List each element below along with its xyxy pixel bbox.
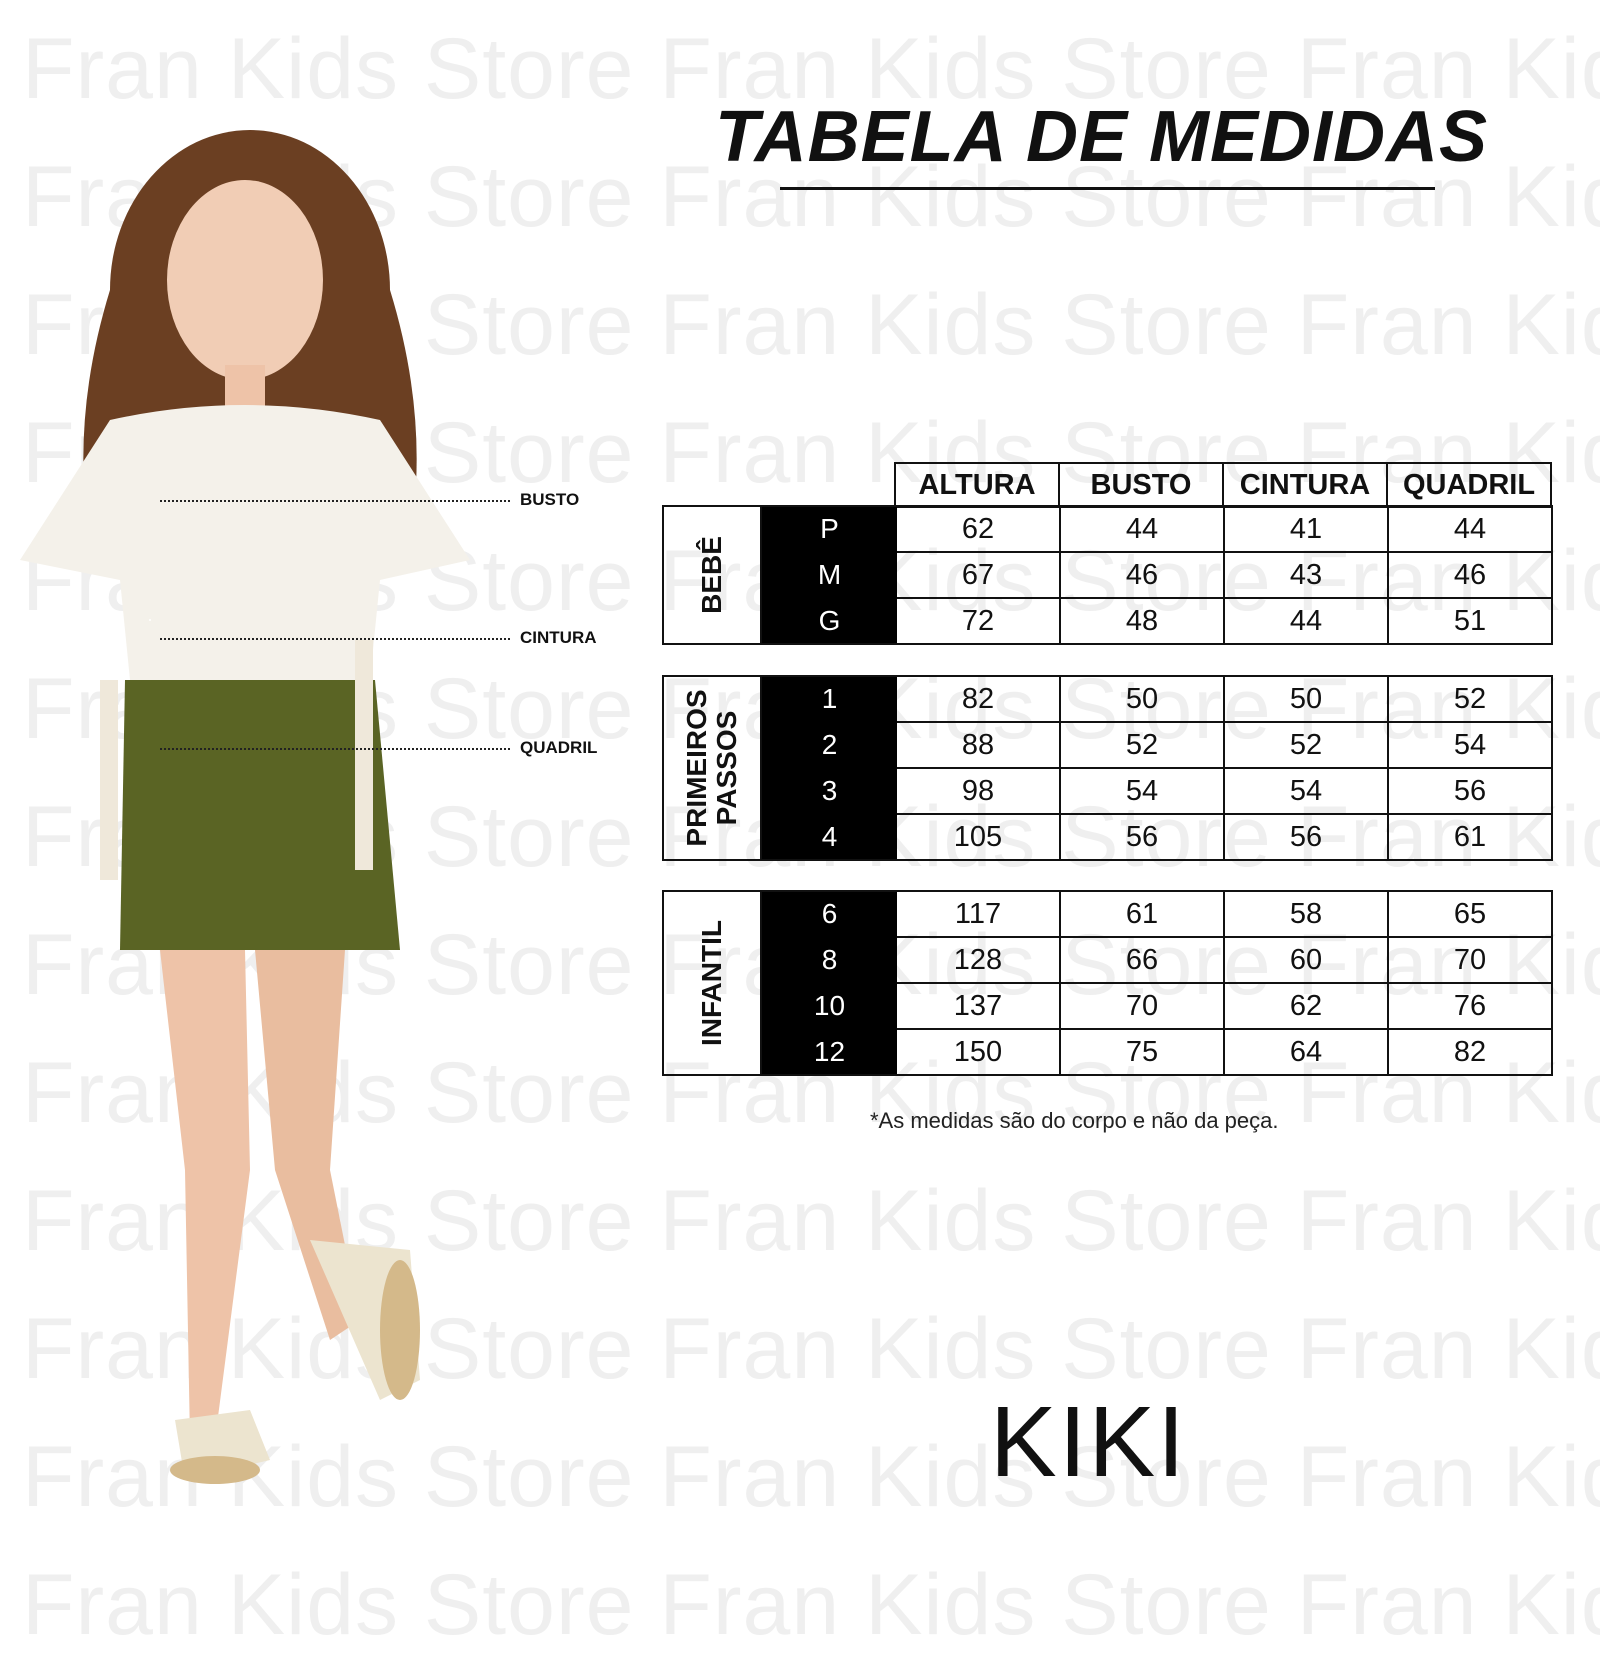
table-cell: 117 (954, 898, 1002, 930)
table-cell: 52 (1223, 723, 1387, 767)
size-label: 12 (813, 1036, 846, 1067)
table-row: 117 61 58 65 (897, 892, 1551, 938)
busto-guide-line (160, 500, 510, 502)
table-cell: 62 (961, 513, 995, 545)
table-cell: 70 (1387, 938, 1551, 982)
table-cell: 46 (1387, 553, 1551, 597)
table-cell: 41 (1223, 507, 1387, 551)
size-label: 6 (821, 898, 838, 929)
cintura-label: CINTURA (520, 628, 597, 647)
size-label: G (818, 605, 841, 636)
group-label-text: PRIMEIROS PASSOS (681, 689, 742, 847)
page-title: TABELA DE MEDIDAS (715, 97, 1488, 177)
table-cell: 54 (1387, 723, 1551, 767)
table-cell: 128 (953, 944, 1003, 976)
size-label: 2 (821, 729, 838, 760)
size-group: PRIMEIROS PASSOS 1 2 3 4 82 50 50 52 88 52 52 54 98 54… (662, 675, 1553, 861)
size-label: 4 (821, 821, 838, 852)
group-label: INFANTIL (664, 892, 762, 1074)
size-label: 10 (813, 990, 846, 1021)
group-label-text: BEBÊ (696, 536, 727, 614)
column-header: CINTURA (1224, 464, 1388, 506)
column-header: BUSTO (1060, 464, 1224, 506)
table-cell: 70 (1059, 984, 1223, 1028)
table-cell: 44 (1059, 507, 1223, 551)
size-label: 3 (821, 775, 838, 806)
size-group: BEBÊ P M G 62 44 41 44 67 46 43 46 72 48 44 51 (662, 505, 1553, 645)
table-header: ALTURA BUSTO CINTURA QUADRIL (894, 462, 1552, 508)
table-cell: 43 (1223, 553, 1387, 597)
quadril-guide-line (160, 748, 510, 750)
table-row: 72 48 44 51 (897, 599, 1551, 643)
table-row: 88 52 52 54 (897, 723, 1551, 769)
table-cell: 67 (961, 559, 995, 591)
size-label: 1 (821, 683, 838, 714)
table-row: 137 70 62 76 (897, 984, 1551, 1030)
table-cell: 52 (1059, 723, 1223, 767)
table-cell: 51 (1387, 599, 1551, 643)
table-cell: 52 (1387, 677, 1551, 721)
group-label: PRIMEIROS PASSOS (664, 677, 762, 859)
table-cell: 75 (1059, 1030, 1223, 1074)
size-label: 8 (821, 944, 838, 975)
table-cell: 82 (961, 683, 995, 715)
table-cell: 105 (953, 821, 1003, 853)
table-row: 62 44 41 44 (897, 507, 1551, 553)
table-cell: 137 (953, 990, 1003, 1022)
column-header: ALTURA (896, 464, 1060, 506)
table-cell: 56 (1387, 769, 1551, 813)
table-row: 67 46 43 46 (897, 553, 1551, 599)
table-cell: 56 (1223, 815, 1387, 859)
size-label: P (820, 513, 839, 544)
group-label-text: INFANTIL (696, 920, 727, 1046)
table-cell: 88 (961, 729, 995, 761)
table-cell: 56 (1059, 815, 1223, 859)
table-row: 82 50 50 52 (897, 677, 1551, 723)
table-cell: 44 (1387, 507, 1551, 551)
table-cell: 54 (1223, 769, 1387, 813)
size-label: M (817, 559, 842, 590)
footnote: *As medidas são do corpo e não da peça. (870, 1108, 1279, 1133)
table-cell: 58 (1223, 892, 1387, 936)
table-cell: 64 (1223, 1030, 1387, 1074)
table-cell: 61 (1387, 815, 1551, 859)
table-cell: 82 (1387, 1030, 1551, 1074)
size-column: 1 2 3 4 (762, 677, 897, 859)
table-cell: 50 (1059, 677, 1223, 721)
table-cell: 66 (1059, 938, 1223, 982)
table-cell: 72 (961, 605, 995, 637)
table-cell: 76 (1387, 984, 1551, 1028)
model-photo (20, 130, 470, 1484)
table-cell: 61 (1059, 892, 1223, 936)
table-row: 105 56 56 61 (897, 815, 1551, 859)
title-underline (780, 187, 1435, 190)
column-header: QUADRIL (1402, 469, 1536, 501)
table-cell: 65 (1387, 892, 1551, 936)
cintura-guide-line (160, 638, 510, 640)
table-cell: 50 (1223, 677, 1387, 721)
table-cell: 98 (961, 775, 995, 807)
table-cell: 60 (1223, 938, 1387, 982)
table-cell: 48 (1059, 599, 1223, 643)
size-column: 6 8 10 12 (762, 892, 897, 1074)
table-row: 98 54 54 56 (897, 769, 1551, 815)
table-cell: 62 (1223, 984, 1387, 1028)
busto-label: BUSTO (520, 490, 580, 509)
table-cell: 150 (953, 1036, 1003, 1068)
table-cell: 44 (1223, 599, 1387, 643)
group-label: BEBÊ (664, 507, 762, 643)
table-row: 128 66 60 70 (897, 938, 1551, 984)
brand-logo: KIKI (990, 1386, 1187, 1498)
quadril-label: QUADRIL (520, 738, 598, 757)
size-group: INFANTIL 6 8 10 12 117 61 58 65 128 66 60 70 137 70 62 7… (662, 890, 1553, 1076)
table-cell: 54 (1059, 769, 1223, 813)
table-cell: 46 (1059, 553, 1223, 597)
table-row: 150 75 64 82 (897, 1030, 1551, 1074)
